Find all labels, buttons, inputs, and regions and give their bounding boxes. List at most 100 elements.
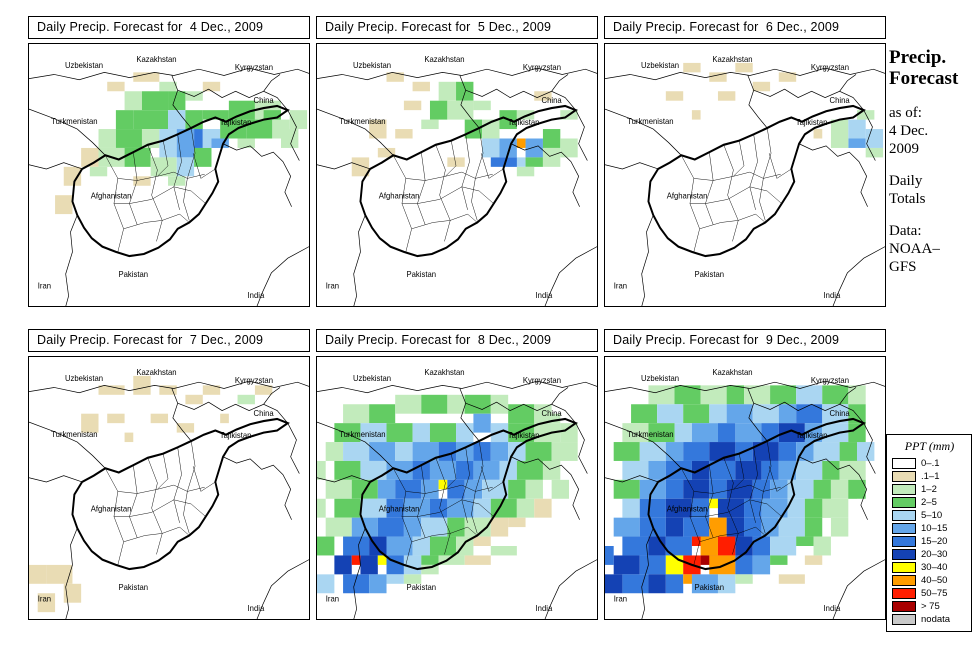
precip-cell <box>202 81 221 91</box>
country-label: Iran <box>38 594 51 603</box>
province-border <box>401 186 494 204</box>
precip-cell <box>377 479 396 499</box>
province-border <box>723 144 739 241</box>
precip-cell <box>665 441 684 461</box>
precip-cell <box>813 128 823 138</box>
province-border <box>705 464 714 538</box>
precip-cell <box>613 479 640 499</box>
country-label: Kazakhstan <box>136 54 176 63</box>
legend-entry: 15–20 <box>892 535 967 548</box>
precip-cell <box>464 479 483 499</box>
precip-cell <box>438 81 457 101</box>
country-border <box>317 421 394 469</box>
precip-cell <box>395 479 422 499</box>
precip-cell <box>752 554 771 574</box>
precip-cell <box>133 109 169 129</box>
precip-cell <box>865 147 884 157</box>
panel-title: Daily Precip. Forecast for 5 Dec., 2009 <box>316 16 598 39</box>
precip-cell <box>360 498 387 518</box>
province-border <box>693 484 781 494</box>
country-label: Pakistan <box>694 582 724 591</box>
precip-cell <box>386 498 404 518</box>
precip-cell <box>691 573 718 593</box>
country-label: Iran <box>326 281 339 290</box>
precip-cell <box>490 545 517 555</box>
province-border <box>689 499 782 517</box>
country-border <box>605 67 885 80</box>
country-border <box>256 245 309 306</box>
precip-cell <box>150 413 169 423</box>
precip-cell <box>334 422 361 442</box>
caption-source: Data: NOAA– GFS <box>889 222 973 276</box>
precip-cell <box>464 394 491 414</box>
caption-title-line2: Forecast <box>889 67 959 89</box>
precip-cell <box>133 175 151 186</box>
province-border <box>117 171 205 181</box>
precip-cell <box>115 109 134 129</box>
precip-cell <box>403 573 422 584</box>
precip-cell <box>386 536 413 555</box>
province-border <box>129 464 138 538</box>
precip-cell <box>560 138 578 157</box>
precip-cell <box>490 156 517 167</box>
province-border <box>411 213 478 229</box>
country-label: Kyrgyzstan <box>235 62 273 71</box>
precip-cell <box>343 441 370 461</box>
precip-cell <box>395 128 413 138</box>
precip-cell <box>499 460 517 480</box>
legend-label: 40–50 <box>921 574 948 586</box>
country-border <box>222 142 292 207</box>
country-border <box>459 387 480 441</box>
precip-cell <box>717 90 736 101</box>
country-border <box>317 67 597 80</box>
province-border <box>147 144 163 241</box>
precip-cell <box>726 384 745 404</box>
precip-cell <box>542 128 561 148</box>
province-border <box>733 140 745 176</box>
country-label: Afghanistan <box>91 191 132 200</box>
country-label: Afghanistan <box>667 504 708 513</box>
precip-cell <box>456 422 474 442</box>
legend-label: .1–1 <box>921 470 940 482</box>
legend-entry: 0–.1 <box>892 457 967 470</box>
country-label: Uzbekistan <box>65 60 103 69</box>
province-border <box>417 151 426 225</box>
precip-cell <box>421 479 439 499</box>
precip-cell <box>211 138 229 148</box>
province-border <box>445 140 457 176</box>
precip-cell <box>534 498 552 518</box>
precip-cell <box>89 166 108 176</box>
precip-cell <box>176 422 195 433</box>
province-border <box>435 144 451 241</box>
legend-label: 50–75 <box>921 587 948 599</box>
legend-swatch <box>892 588 916 599</box>
precip-cell <box>386 71 404 82</box>
precip-cell <box>369 441 396 461</box>
precip-cell <box>665 536 692 555</box>
precip-cell <box>377 517 404 537</box>
province-border <box>192 152 216 179</box>
precip-cell <box>473 100 491 110</box>
province-border <box>749 446 758 523</box>
legend-label: 2–5 <box>921 496 937 508</box>
country-label: Tajikistan <box>796 430 828 439</box>
precip-cell <box>325 517 352 537</box>
precip-cell <box>447 100 474 120</box>
precip-cell <box>202 384 221 395</box>
precip-cell <box>220 119 247 138</box>
precip-cell <box>735 422 762 442</box>
country-border <box>575 109 588 161</box>
country-label: Kyrgyzstan <box>811 375 849 384</box>
province-border <box>480 152 504 179</box>
panel-map: Kazakhstan Uzbekistan Kyrgyzstan Turkmenist… <box>604 355 886 620</box>
country-border <box>317 161 371 169</box>
precip-cell <box>839 460 866 480</box>
precip-cell <box>176 156 195 176</box>
precip-cell <box>124 432 134 442</box>
country-label: Kazakhstan <box>712 54 752 63</box>
country-label: India <box>248 603 265 612</box>
legend-label: 15–20 <box>921 535 948 547</box>
province-border <box>435 457 451 554</box>
precip-cell <box>778 460 797 480</box>
precip-cell <box>648 460 666 480</box>
